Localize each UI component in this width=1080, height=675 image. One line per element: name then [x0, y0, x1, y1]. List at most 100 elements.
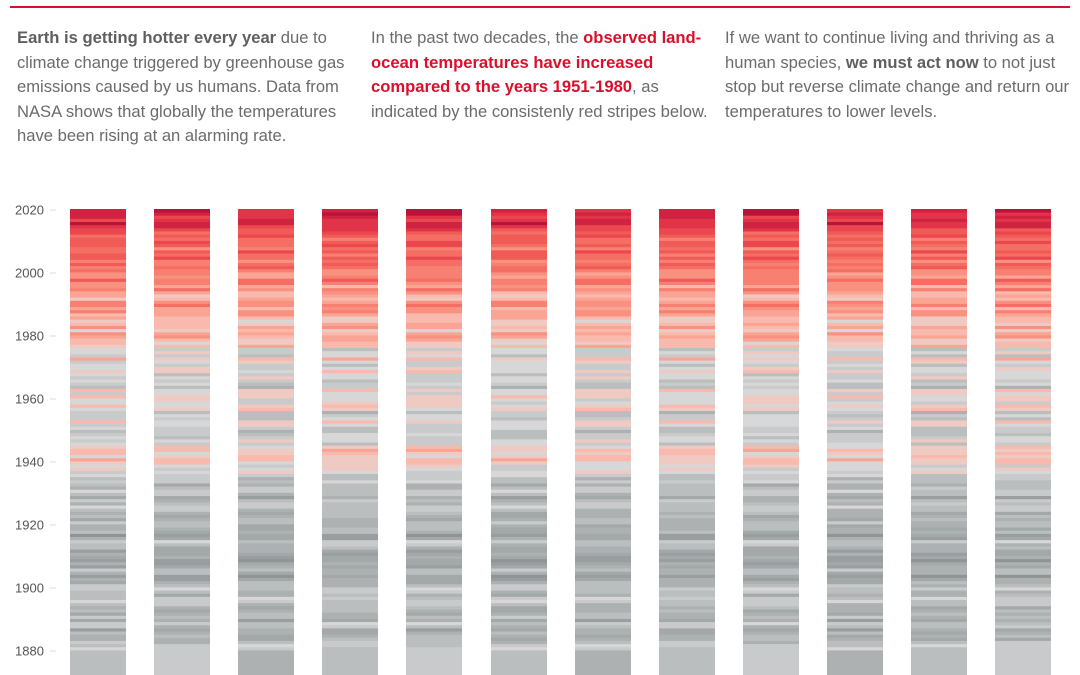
stripe — [827, 612, 883, 616]
stripe — [659, 209, 715, 213]
stripe — [238, 561, 294, 566]
stripe — [911, 218, 967, 222]
stripe-column — [70, 209, 126, 675]
stripe — [70, 372, 126, 377]
stripe — [70, 369, 126, 374]
stripe — [911, 605, 967, 610]
stripe — [491, 416, 547, 421]
stripe — [322, 571, 378, 575]
stripe — [659, 571, 715, 575]
stripe — [406, 546, 462, 550]
stripe — [827, 385, 883, 389]
stripe — [406, 429, 462, 434]
stripe — [322, 344, 378, 348]
stripe — [659, 275, 715, 279]
stripe — [491, 618, 547, 623]
stripe — [154, 498, 210, 503]
stripe — [406, 520, 462, 525]
stripe — [911, 587, 967, 591]
stripe — [911, 426, 967, 430]
stripe — [743, 511, 799, 515]
stripe — [70, 218, 126, 222]
stripe — [659, 520, 715, 525]
stripe — [238, 498, 294, 503]
stripe — [491, 335, 547, 339]
stripe — [238, 646, 294, 651]
stripe — [827, 240, 883, 245]
stripe — [743, 473, 799, 478]
stripe — [827, 599, 883, 604]
stripe — [238, 517, 294, 522]
stripe — [238, 533, 294, 537]
stripe — [911, 306, 967, 311]
stripe — [238, 312, 294, 317]
stripe — [70, 275, 126, 279]
stripe — [827, 249, 883, 254]
stripe — [322, 287, 378, 292]
stripe — [995, 640, 1051, 645]
stripe — [743, 243, 799, 248]
stripe — [659, 517, 715, 522]
stripe — [911, 627, 967, 632]
stripe — [154, 341, 210, 345]
stripe — [70, 398, 126, 402]
stripe — [575, 498, 631, 503]
stripe — [406, 517, 462, 522]
stripe — [406, 640, 462, 645]
stripe — [995, 621, 1051, 626]
stripe — [995, 615, 1051, 619]
stripe — [995, 398, 1051, 402]
stripe — [575, 454, 631, 459]
stripe — [322, 312, 378, 317]
stripe — [154, 237, 210, 241]
stripe — [70, 505, 126, 509]
stripe — [911, 432, 967, 437]
stripe — [995, 278, 1051, 282]
stripe — [995, 479, 1051, 484]
stripe — [995, 306, 1051, 311]
stripe — [827, 416, 883, 421]
stripe — [659, 634, 715, 638]
stripe — [491, 234, 547, 238]
stripe — [491, 467, 547, 471]
stripe — [154, 634, 210, 638]
stripe — [406, 555, 462, 560]
stripe — [322, 246, 378, 251]
stripe — [70, 404, 126, 408]
stripe — [575, 350, 631, 355]
stripe — [70, 347, 126, 352]
intro-paragraph-3: If we want to continue living and thrivi… — [725, 26, 1070, 124]
stripe — [70, 530, 126, 534]
stripe-columns — [70, 209, 1051, 675]
stripe — [659, 398, 715, 402]
stripe — [911, 309, 967, 314]
stripe — [827, 643, 883, 648]
stripe — [322, 404, 378, 408]
stripe — [743, 294, 799, 298]
stripe — [70, 634, 126, 638]
stripe-column — [743, 209, 799, 675]
stripe — [995, 461, 1051, 465]
stripe — [575, 627, 631, 632]
stripe — [575, 546, 631, 550]
stripe — [995, 353, 1051, 358]
stripe — [154, 265, 210, 270]
stripe — [491, 631, 547, 635]
stripe — [911, 435, 967, 440]
stripe — [491, 634, 547, 638]
stripe — [491, 445, 547, 449]
stripe — [911, 476, 967, 481]
stripe — [827, 335, 883, 339]
stripe — [659, 369, 715, 374]
stripe — [154, 612, 210, 616]
stripe — [238, 445, 294, 449]
stripe — [659, 231, 715, 235]
stripe — [827, 461, 883, 465]
stripe — [406, 284, 462, 289]
stripe — [70, 646, 126, 651]
stripe — [238, 341, 294, 345]
stripe — [743, 231, 799, 235]
stripe — [238, 432, 294, 437]
stripe — [575, 514, 631, 519]
stripe — [911, 259, 967, 263]
